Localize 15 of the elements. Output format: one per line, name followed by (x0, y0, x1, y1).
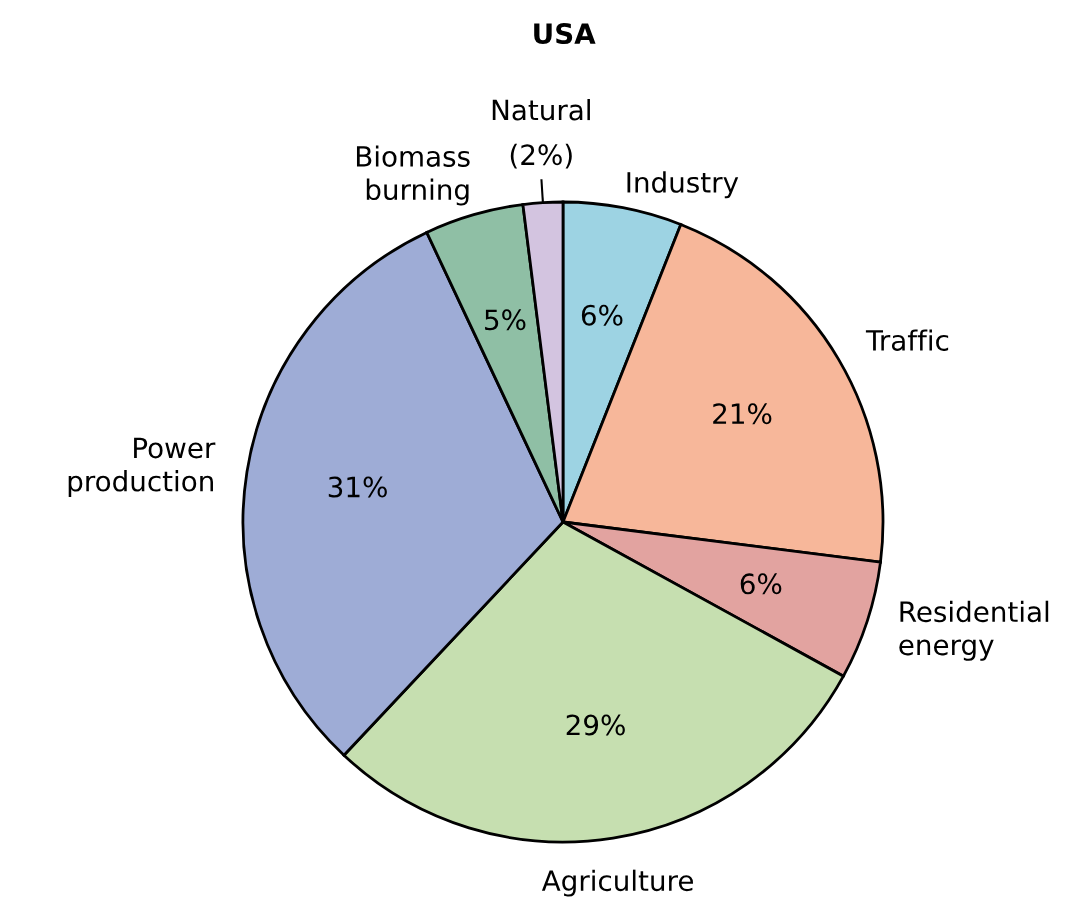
data-label: 29% (566, 714, 625, 736)
slice-label: Agriculture (541, 869, 693, 897)
slice-label: Biomass burning (356, 145, 470, 206)
slice-label: Power production (68, 437, 216, 497)
data-label: 6% (581, 304, 623, 326)
slice-label: Industry (627, 171, 739, 199)
data-label: 21% (713, 403, 772, 425)
data-label: 6% (740, 573, 782, 595)
data-label: 31% (328, 476, 387, 498)
slice-label: Traffic (865, 329, 949, 351)
chart-title: USA (534, 23, 596, 45)
data-label: 5% (485, 309, 526, 331)
slice-label: Natural (492, 99, 590, 121)
slice-label: Residential energy (899, 600, 1049, 661)
data-label: (2%) (510, 143, 572, 169)
